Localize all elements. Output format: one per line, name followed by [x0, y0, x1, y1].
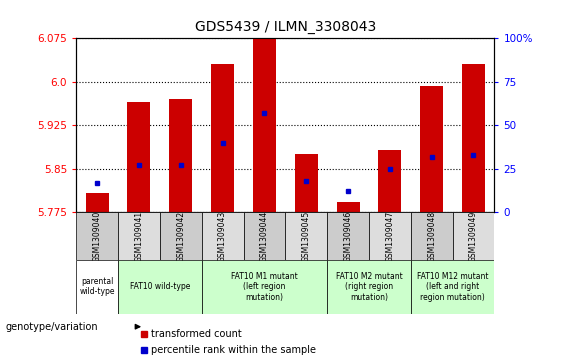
Bar [76, 212, 118, 260]
Bar [411, 212, 453, 260]
Bar [327, 260, 411, 314]
Bar [202, 260, 327, 314]
Text: FAT10 wild-type: FAT10 wild-type [130, 282, 190, 291]
Text: GSM1309047: GSM1309047 [385, 210, 394, 262]
Text: genotype/variation: genotype/variation [6, 322, 98, 332]
Text: GSM1309041: GSM1309041 [134, 211, 144, 261]
Text: GSM1309040: GSM1309040 [93, 210, 102, 262]
Text: FAT10 M1 mutant
(left region
mutation): FAT10 M1 mutant (left region mutation) [231, 272, 298, 302]
Text: percentile rank within the sample: percentile rank within the sample [151, 345, 316, 355]
Bar [118, 260, 202, 314]
Text: transformed count: transformed count [151, 329, 242, 339]
Bar [86, 193, 108, 212]
Bar [462, 64, 485, 212]
Bar [337, 202, 359, 212]
Bar [244, 212, 285, 260]
Bar [128, 102, 150, 212]
Bar [379, 150, 401, 212]
Text: GSM1309045: GSM1309045 [302, 210, 311, 262]
Text: parental
wild-type: parental wild-type [80, 277, 115, 297]
Bar [253, 38, 276, 212]
Text: FAT10 M2 mutant
(right region
mutation): FAT10 M2 mutant (right region mutation) [336, 272, 402, 302]
Bar [170, 99, 192, 212]
Bar [369, 212, 411, 260]
Text: GSM1309048: GSM1309048 [427, 211, 436, 261]
Bar [411, 260, 494, 314]
Bar [202, 212, 244, 260]
Bar [295, 154, 318, 212]
Text: GSM1309042: GSM1309042 [176, 211, 185, 261]
Bar [453, 212, 494, 260]
Bar [118, 212, 160, 260]
Bar [160, 212, 202, 260]
Text: GSM1309046: GSM1309046 [344, 210, 353, 262]
Text: GSM1309043: GSM1309043 [218, 210, 227, 262]
Text: GSM1309049: GSM1309049 [469, 210, 478, 262]
Text: FAT10 M12 mutant
(left and right
region mutation): FAT10 M12 mutant (left and right region … [417, 272, 488, 302]
Text: GSM1309044: GSM1309044 [260, 210, 269, 262]
Bar [420, 86, 443, 212]
Bar [211, 64, 234, 212]
Bar [285, 212, 327, 260]
Bar [327, 212, 369, 260]
Title: GDS5439 / ILMN_3308043: GDS5439 / ILMN_3308043 [195, 20, 376, 34]
Bar [76, 260, 118, 314]
